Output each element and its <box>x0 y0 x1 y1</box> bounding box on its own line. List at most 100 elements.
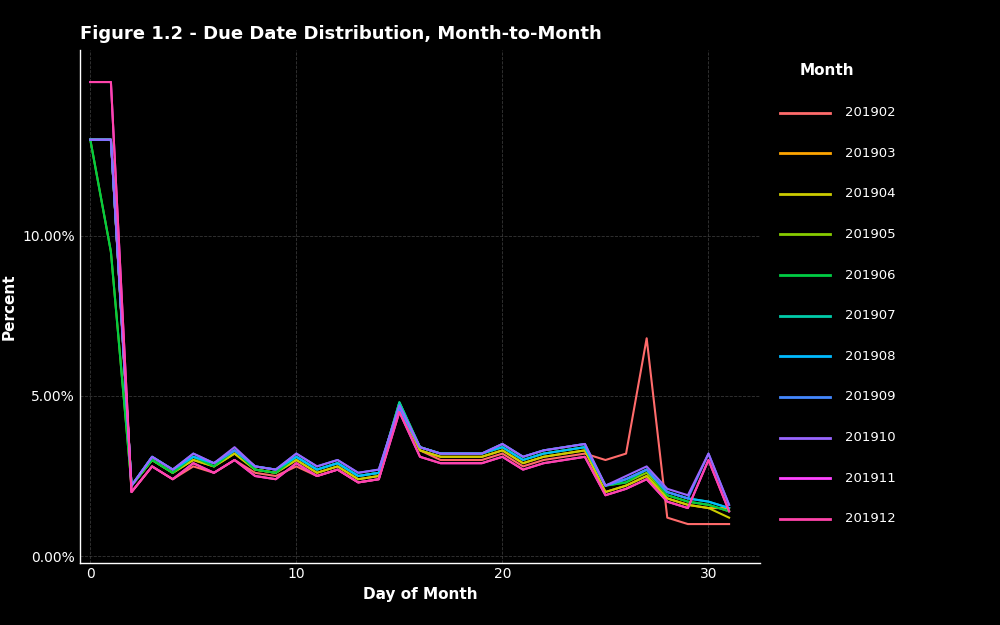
201912 <box>126 488 138 496</box>
201911 <box>682 504 694 512</box>
201911 <box>723 508 735 515</box>
201909 <box>373 466 385 473</box>
201905 <box>517 456 529 464</box>
201905 <box>187 453 199 461</box>
201902 <box>455 456 467 464</box>
201910 <box>352 469 364 476</box>
201912 <box>146 462 158 470</box>
201912 <box>455 459 467 467</box>
201911 <box>332 466 344 473</box>
201910 <box>661 485 673 492</box>
201903 <box>373 472 385 480</box>
201906 <box>270 469 282 476</box>
Line: 201908: 201908 <box>90 139 729 508</box>
201902 <box>579 450 591 458</box>
Line: 201912: 201912 <box>90 82 729 511</box>
201909 <box>311 462 323 470</box>
201906 <box>126 482 138 489</box>
201911 <box>702 456 714 464</box>
201902 <box>682 520 694 528</box>
201903 <box>414 447 426 454</box>
201908 <box>126 482 138 489</box>
201909 <box>455 450 467 458</box>
201909 <box>270 466 282 473</box>
201905 <box>105 248 117 256</box>
201902 <box>538 456 550 464</box>
201903 <box>270 469 282 476</box>
201912 <box>311 472 323 480</box>
201912 <box>290 459 302 467</box>
Text: 201911: 201911 <box>845 472 896 484</box>
201910 <box>146 453 158 461</box>
201910 <box>311 462 323 470</box>
201910 <box>620 472 632 480</box>
201907 <box>517 453 529 461</box>
201904 <box>558 450 570 458</box>
201911 <box>229 456 241 464</box>
201908 <box>249 462 261 470</box>
201903 <box>352 476 364 483</box>
Line: 201903: 201903 <box>90 139 729 508</box>
201910 <box>579 440 591 448</box>
201906 <box>393 399 405 406</box>
Text: 201902: 201902 <box>845 106 896 119</box>
201907 <box>455 450 467 458</box>
201911 <box>290 459 302 467</box>
201911 <box>146 462 158 470</box>
201905 <box>620 479 632 486</box>
201908 <box>476 450 488 458</box>
201908 <box>290 453 302 461</box>
201908 <box>579 444 591 451</box>
201903 <box>105 136 117 143</box>
201904 <box>538 453 550 461</box>
201907 <box>249 462 261 470</box>
201907 <box>393 399 405 406</box>
201902 <box>352 479 364 486</box>
201912 <box>187 459 199 467</box>
201903 <box>702 504 714 512</box>
201902 <box>332 466 344 473</box>
201909 <box>167 466 179 473</box>
201912 <box>249 472 261 480</box>
Text: 201904: 201904 <box>845 188 896 200</box>
201909 <box>332 456 344 464</box>
201903 <box>187 456 199 464</box>
201903 <box>682 501 694 509</box>
201910 <box>599 482 611 489</box>
201906 <box>290 453 302 461</box>
Line: 201902: 201902 <box>90 139 729 524</box>
201911 <box>105 78 117 86</box>
201906 <box>373 469 385 476</box>
Text: 201910: 201910 <box>845 431 896 444</box>
201902 <box>229 456 241 464</box>
201902 <box>517 462 529 470</box>
201902 <box>373 476 385 483</box>
201902 <box>167 476 179 483</box>
201911 <box>249 472 261 480</box>
Line: 201909: 201909 <box>90 139 729 505</box>
201902 <box>620 450 632 458</box>
201908 <box>414 444 426 451</box>
201906 <box>682 498 694 506</box>
201905 <box>435 450 447 458</box>
201905 <box>249 466 261 473</box>
201907 <box>105 136 117 143</box>
201905 <box>414 444 426 451</box>
201904 <box>311 469 323 476</box>
201912 <box>270 476 282 483</box>
201907 <box>476 450 488 458</box>
201912 <box>373 476 385 483</box>
201903 <box>126 482 138 489</box>
201904 <box>620 482 632 489</box>
201911 <box>558 456 570 464</box>
201908 <box>641 466 653 473</box>
201902 <box>558 453 570 461</box>
201908 <box>393 405 405 412</box>
201912 <box>579 453 591 461</box>
201905 <box>167 469 179 476</box>
201909 <box>641 466 653 473</box>
201903 <box>249 466 261 473</box>
201907 <box>641 466 653 473</box>
201906 <box>579 444 591 451</box>
201910 <box>558 444 570 451</box>
